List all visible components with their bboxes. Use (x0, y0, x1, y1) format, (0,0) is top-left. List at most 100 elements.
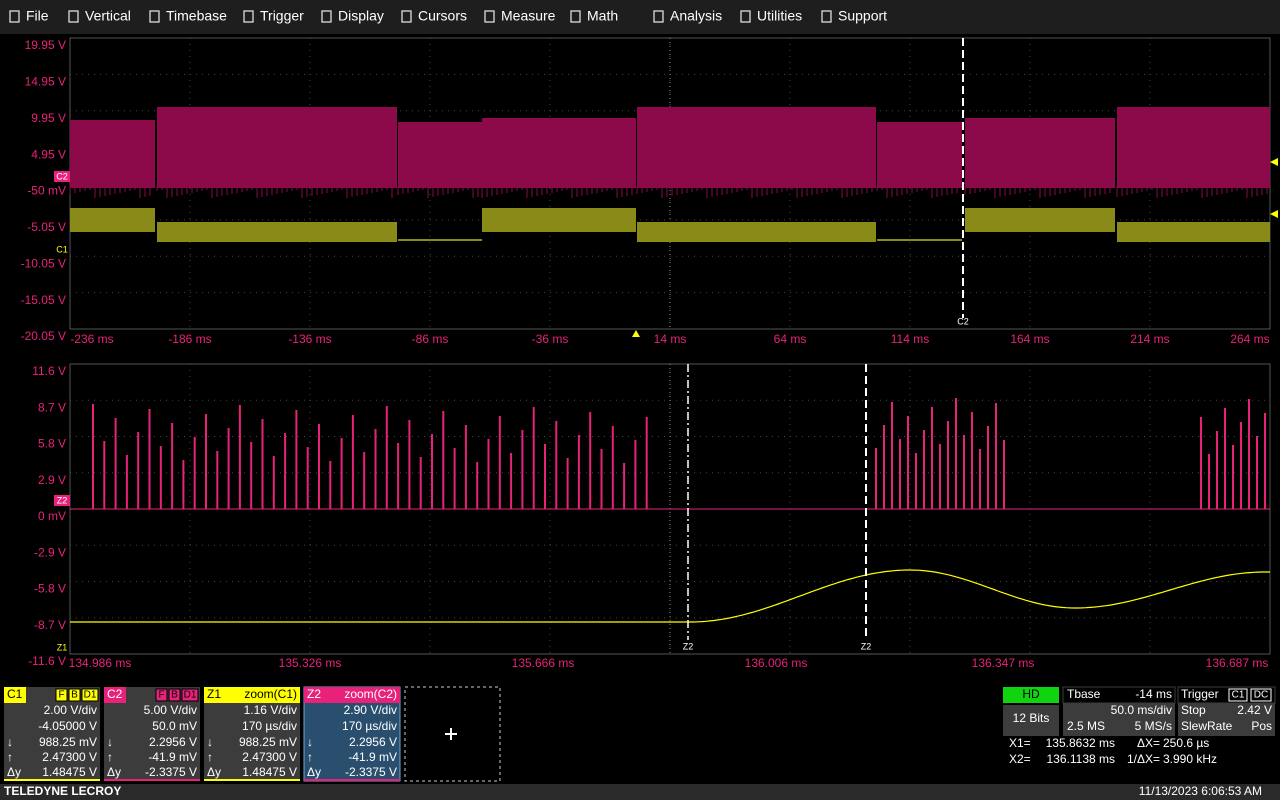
add-channel-box[interactable] (404, 686, 501, 782)
y-axis-label: 11.6 V (32, 364, 66, 378)
menu-item[interactable]: File (26, 8, 49, 24)
c1-trace (1117, 222, 1270, 242)
cursor-readout-value: 135.8632 ms (1046, 736, 1115, 750)
channel-scale: 2.00 V/div (44, 703, 97, 717)
trigger-state: Stop (1181, 703, 1206, 717)
trigger-level: 2.42 V (1237, 703, 1272, 717)
channel-scale: 5.00 V/div (144, 703, 197, 717)
y-axis-label: -20.05 V (21, 329, 66, 343)
cursor-value: -41.9 mV (348, 750, 397, 764)
menu-item[interactable]: Analysis (670, 8, 722, 24)
x-axis-label: 135.326 ms (279, 656, 342, 670)
y-axis-label: -2.9 V (34, 545, 66, 559)
cursor-symbol: ↑ (107, 750, 113, 764)
cursor-value: 1.48475 V (42, 765, 97, 779)
menu-item[interactable]: Math (587, 8, 618, 24)
cursor-readout-value: 136.1138 ms (1047, 752, 1116, 766)
menu-item[interactable]: Support (838, 8, 887, 24)
timebase-delay: -14 ms (1135, 687, 1172, 701)
y-axis-label: -8.7 V (34, 618, 66, 632)
channel-header-bg (226, 687, 300, 703)
badge (55, 688, 68, 702)
c1-trace (482, 208, 636, 232)
trigger-title: Trigger (1181, 687, 1219, 701)
menu-item[interactable]: Measure (501, 8, 556, 24)
badge (168, 688, 181, 702)
timebase-header (1062, 686, 1176, 704)
channel-tab (304, 687, 326, 703)
menu-item[interactable]: Utilities (757, 8, 802, 24)
z2-marker-label: Z2 (57, 495, 68, 505)
cursor-value: 2.47300 V (42, 750, 97, 764)
cursor-symbol: ↓ (7, 735, 13, 749)
trigger-source: C1 (1232, 690, 1245, 701)
channel-underline (4, 779, 100, 781)
menu-item[interactable]: Vertical (85, 8, 131, 24)
cursor-symbol: ↑ (7, 750, 13, 764)
hd-badge (1003, 687, 1059, 703)
c2-trace (398, 122, 482, 188)
channel-offset: -4.05000 V (38, 719, 97, 733)
c2-trace (482, 118, 636, 188)
x-axis-label: -136 ms (288, 332, 331, 346)
x-axis-label: -36 ms (532, 332, 569, 346)
cursor-value: 988.25 mV (39, 735, 97, 749)
c2-trace (877, 122, 962, 188)
cursor-symbol: ↓ (307, 735, 313, 749)
cursor-value: -41.9 mV (148, 750, 197, 764)
c2-trace (1117, 107, 1270, 188)
menu-icon (653, 10, 664, 23)
y-axis-label: 14.95 V (25, 75, 66, 89)
y-axis-label: 9.95 V (31, 111, 66, 125)
timestamp: 11/13/2023 6:06:53 AM (1139, 784, 1262, 798)
y-axis-label: 19.95 V (25, 38, 66, 52)
c2-marker (54, 171, 70, 182)
channel-name: Z1 (207, 687, 221, 701)
badge (81, 688, 99, 702)
c2-trace (965, 118, 1115, 188)
badge-label: B (71, 690, 78, 701)
menu-item[interactable]: Timebase (166, 8, 227, 24)
cursor-symbol: ↓ (107, 735, 113, 749)
cursor-symbol: Δy (207, 765, 221, 779)
timebase-title: Tbase (1067, 687, 1101, 701)
menu-icon (9, 10, 20, 23)
c1-trace (157, 222, 397, 242)
menu-item[interactable]: Trigger (260, 8, 304, 24)
cursor-symbol: ↑ (307, 750, 313, 764)
cursor-value: 1.48475 V (242, 765, 297, 779)
trigger-level-marker (1270, 158, 1278, 166)
menu-icon (570, 10, 581, 23)
channel-scale: 1.16 V/div (244, 703, 297, 717)
bits-label: 12 Bits (1013, 711, 1050, 725)
menu-item[interactable]: Cursors (418, 8, 467, 24)
channel-underline (304, 779, 400, 781)
cursor-symbol: ↓ (207, 735, 213, 749)
cursor-value: 2.2956 V (349, 735, 397, 749)
y-axis-label: -50 mV (27, 184, 66, 198)
c2-trace (157, 107, 397, 188)
cursor-label: C2 (957, 316, 969, 326)
channel-tab (4, 687, 26, 703)
badge (68, 688, 81, 702)
x-axis-label: 164 ms (1010, 332, 1049, 346)
menu-icon (321, 10, 332, 23)
menu-item[interactable]: Display (338, 8, 384, 24)
y-axis-label: 8.7 V (38, 400, 66, 414)
y-axis-label: -10.05 V (21, 256, 66, 270)
badge-label: F (158, 690, 164, 701)
timebase-rate: 5 MS/s (1135, 719, 1172, 733)
menu-icon (149, 10, 160, 23)
c1-trace (965, 208, 1115, 232)
channel-offset: 170 µs/div (242, 719, 297, 733)
y-axis-label: 5.8 V (38, 437, 66, 451)
cursor-value: -2.3375 V (345, 765, 397, 779)
cursor-symbol: Δy (7, 765, 21, 779)
y-axis-label: 0 mV (38, 509, 66, 523)
x-axis-label: 136.347 ms (972, 656, 1035, 670)
timebase-scale: 50.0 ms/div (1111, 703, 1172, 717)
trigger-coupling: DC (1254, 690, 1268, 701)
z2-marker (54, 495, 70, 506)
x-axis-label: 214 ms (1130, 332, 1169, 346)
